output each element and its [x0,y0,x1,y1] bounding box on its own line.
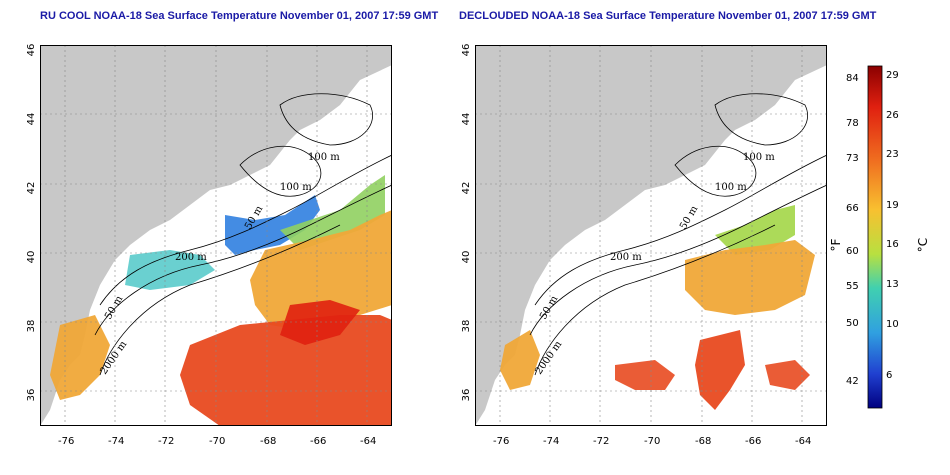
x-tick-label: -68 [260,436,276,447]
x-tick-label: -64 [795,436,811,447]
contour-line [94,184,392,336]
temperature-colorbar: 84 78 73 66 60 55 50 42 29 26 23 19 16 1… [820,40,950,440]
sst-cyan-region [125,250,215,290]
x-tick-label: -76 [493,436,509,447]
y-tick-label: 46 [461,44,472,57]
x-tick-label: -72 [158,436,174,447]
celsius-tick: 6 [886,370,892,381]
contour-line [529,184,827,336]
y-tick-label: 40 [26,251,37,264]
celsius-tick: 23 [886,149,899,160]
contour-line [674,145,757,197]
fahrenheit-tick: 50 [846,318,859,329]
x-tick-label: -70 [644,436,660,447]
x-tick-label: -72 [593,436,609,447]
contour-label: 100 m [715,182,747,193]
sst-green-region [280,175,385,250]
contour-line [99,224,341,376]
y-tick-label: 38 [461,320,472,333]
land-mass [475,325,500,426]
y-tick-label: 36 [461,389,472,402]
y-tick-label: 38 [26,320,37,333]
contour-label: 100 m [308,152,340,163]
sst-red-region [765,360,810,390]
right-map-canvas: 100 m 100 m 50 m 200 m 50 m 2000 m [475,45,827,426]
sst-green-region [715,205,795,255]
sst-red-region [615,360,675,390]
y-tick-label: 36 [26,389,37,402]
y-tick-label: 42 [461,182,472,195]
contour-label: 200 m [610,252,642,263]
fahrenheit-tick: 60 [846,246,859,257]
fahrenheit-unit-label: °F [829,238,843,251]
x-tick-label: -64 [360,436,376,447]
sst-red-region [180,315,392,426]
right-y-ticks: 46 44 42 40 38 36 [461,44,472,402]
fahrenheit-tick: 42 [846,376,859,387]
left-map-title: RU COOL NOAA-18 Sea Surface Temperature … [40,10,439,22]
contour-label: 100 m [280,182,312,193]
fahrenheit-tick: 66 [846,203,859,214]
y-tick-label: 44 [461,113,472,126]
contour-line [239,145,322,197]
celsius-tick: 16 [886,239,899,250]
colorbar-gradient [867,65,883,409]
right-x-ticks: -76 -74 -72 -70 -68 -66 -64 [493,436,811,447]
left-y-ticks: 46 44 42 40 38 36 [26,44,37,402]
left-sst-map[interactable]: 100 m 100 m 50 m 200 m 50 m 2000 m [40,45,392,426]
x-tick-label: -66 [310,436,326,447]
sst-cool-region [225,195,320,255]
celsius-unit-label: °C [916,238,930,252]
y-tick-label: 42 [26,182,37,195]
sst-orange-region [250,210,392,330]
sst-orange-region [500,330,540,390]
fahrenheit-tick: 73 [846,153,859,164]
right-map-title: DECLOUDED NOAA-18 Sea Surface Temperatur… [459,10,877,22]
contour-line [714,93,808,146]
sst-orange-region [685,240,815,315]
contour-line [279,93,373,146]
x-tick-label: -76 [58,436,74,447]
contour-label: 100 m [743,152,775,163]
sst-red-region [695,330,745,410]
x-tick-label: -66 [745,436,761,447]
left-map-canvas: 100 m 100 m 50 m 200 m 50 m 2000 m [40,45,392,426]
y-tick-label: 44 [26,113,37,126]
fahrenheit-tick: 84 [846,73,859,84]
x-tick-label: -70 [209,436,225,447]
contour-line [99,154,392,306]
right-sst-map[interactable]: 100 m 100 m 50 m 200 m 50 m 2000 m [475,45,827,426]
contour-line [534,224,776,376]
x-tick-label: -68 [695,436,711,447]
land-mass [40,45,392,426]
contour-line [534,154,827,306]
left-x-ticks: -76 -74 -72 -70 -68 -66 -64 [58,436,376,447]
celsius-tick: 19 [886,200,899,211]
celsius-tick: 29 [886,70,899,81]
land-mass [475,45,827,426]
fahrenheit-tick: 55 [846,281,859,292]
sst-red-region [280,300,360,345]
x-tick-label: -74 [108,436,124,447]
celsius-tick: 26 [886,110,899,121]
y-tick-label: 40 [461,251,472,264]
x-tick-label: -74 [543,436,559,447]
fahrenheit-tick: 78 [846,118,859,129]
y-tick-label: 46 [26,44,37,57]
celsius-tick: 10 [886,319,899,330]
celsius-tick: 13 [886,279,899,290]
contour-label: 200 m [175,252,207,263]
